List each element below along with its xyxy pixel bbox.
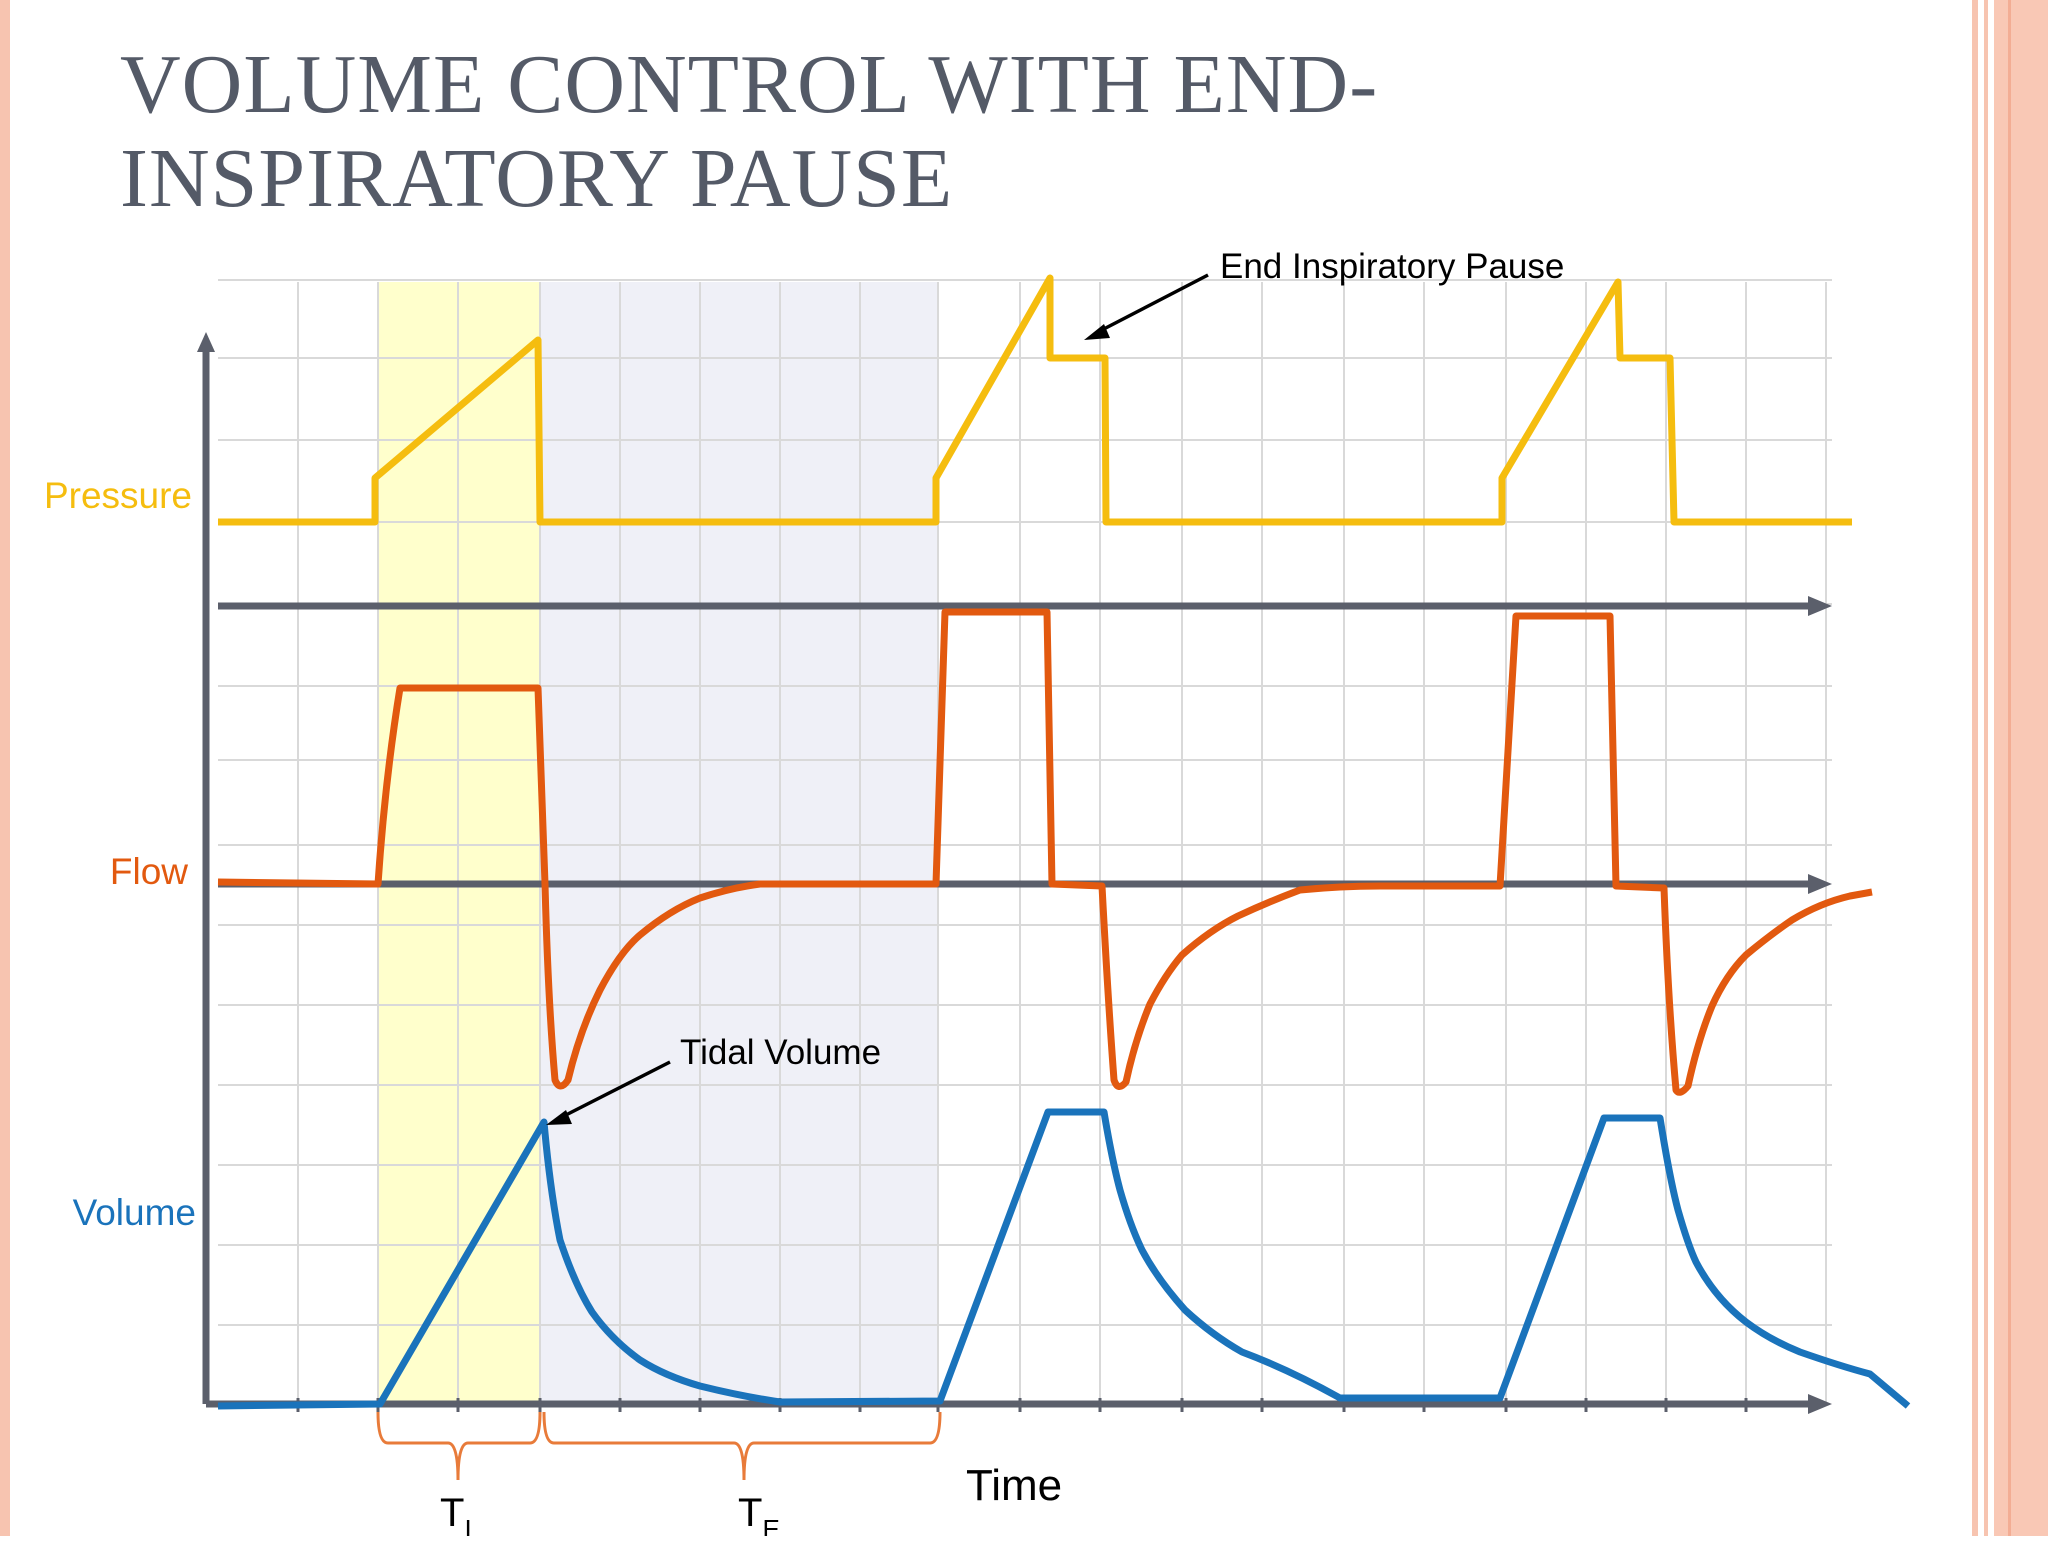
ti-label-main: T — [440, 1491, 464, 1535]
ti-label-subscript: I — [464, 1514, 471, 1536]
time-axis-arrowhead — [1808, 1394, 1832, 1414]
slide-frame-right — [1964, 0, 2048, 1536]
slide-title-line2: INSPIRATORY PAUSE — [120, 132, 954, 225]
ti-bracket — [376, 1411, 542, 1481]
pressure-label: Pressure — [44, 475, 192, 516]
slide-title-line1: VOLUME CONTROL WITH END- — [120, 38, 1379, 131]
y-axis-arrowhead — [197, 332, 215, 352]
flow-waveform — [217, 608, 1873, 1096]
time-axis-label: Time — [966, 1461, 1062, 1510]
flow-label: Flow — [110, 851, 188, 892]
end-inspiratory-pause-label: End Inspiratory Pause — [1220, 247, 1564, 286]
expiration-band — [540, 282, 938, 1402]
annotation-arrows — [546, 273, 1209, 1125]
end-inspiratory-pause-arrowhead — [1084, 324, 1110, 340]
tidal-volume-arrow — [559, 1060, 671, 1120]
phase-brackets — [376, 1411, 942, 1481]
pressure-waveform — [218, 274, 1852, 526]
te-bracket — [542, 1411, 942, 1481]
te-label: TE — [738, 1491, 780, 1536]
slide-frame-left — [0, 0, 10, 1536]
ti-label: TI — [440, 1491, 472, 1536]
axes — [197, 332, 1832, 1414]
volume-waveform — [217, 1108, 1911, 1410]
pressure-axis-arrowhead — [1808, 596, 1832, 616]
te-label-main: T — [738, 1491, 762, 1535]
tidal-volume-arrowhead — [546, 1110, 572, 1125]
end-inspiratory-pause-arrow — [1097, 273, 1209, 334]
slide-title: VOLUME CONTROL WITH END- INSPIRATORY PAU… — [120, 38, 1820, 226]
te-label-subscript: E — [762, 1514, 779, 1536]
tidal-volume-label: Tidal Volume — [680, 1033, 881, 1072]
volume-label: Volume — [73, 1192, 196, 1233]
flow-axis-arrowhead — [1808, 874, 1832, 894]
